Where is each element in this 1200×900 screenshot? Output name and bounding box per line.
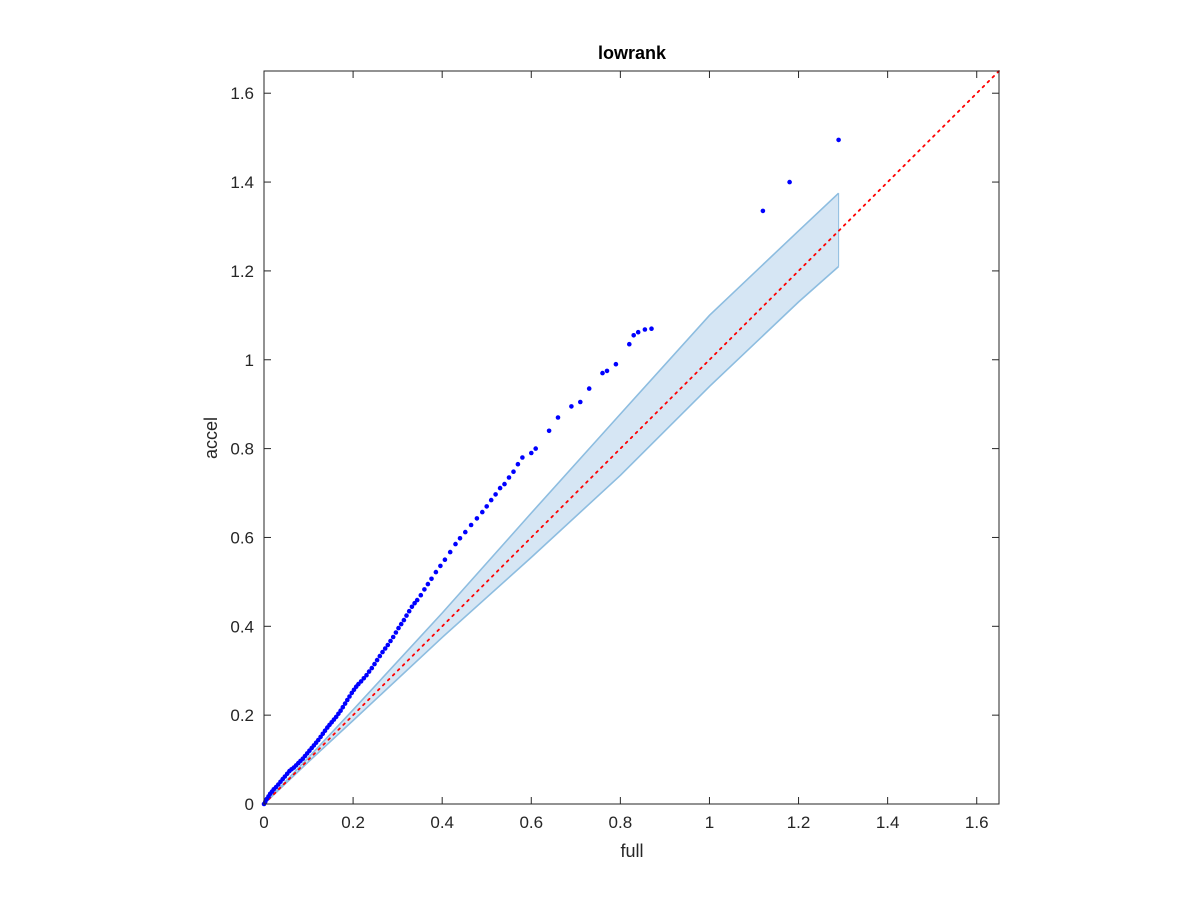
axis-ticks: 0 0.2 0.4 0.6 0.8 1 1.2 1.4 1.6 0 0.2 0.4 0.6 0.8 1 1.2… — [230, 71, 999, 832]
data-point — [369, 665, 375, 671]
x-tick-label: 0.6 — [519, 813, 543, 832]
data-point — [406, 608, 412, 614]
x-tick-label: 0.2 — [341, 813, 365, 832]
reference-line-path — [263, 70, 1000, 805]
data-point — [649, 326, 654, 332]
data-point — [422, 587, 427, 592]
data-point — [555, 415, 561, 420]
data-point — [382, 646, 388, 651]
data-point — [488, 497, 494, 503]
data-point — [480, 509, 485, 515]
data-point — [401, 617, 407, 623]
data-point — [515, 461, 521, 467]
data-point — [433, 569, 439, 575]
data-point — [569, 404, 574, 409]
data-point — [409, 604, 415, 610]
data-point — [342, 701, 348, 706]
data-point — [453, 541, 458, 547]
data-point — [374, 657, 380, 663]
x-tick-label: 1 — [705, 813, 714, 832]
data-point — [506, 475, 512, 480]
y-tick-label: 0.2 — [230, 706, 254, 725]
x-tick-label: 0.4 — [430, 813, 454, 832]
data-point — [393, 630, 399, 635]
y-tick-label: 1.2 — [230, 262, 254, 281]
data-point — [604, 368, 610, 374]
data-point — [533, 446, 538, 451]
data-point — [418, 592, 424, 598]
data-point — [546, 428, 552, 434]
x-tick-label: 0.8 — [609, 813, 633, 832]
data-point — [520, 455, 525, 460]
data-point — [345, 697, 350, 703]
data-point — [474, 516, 480, 521]
data-points — [261, 137, 841, 807]
data-point — [372, 661, 377, 667]
data-point — [396, 625, 401, 631]
data-point — [364, 672, 369, 678]
axes-box — [263, 70, 1000, 805]
data-point — [600, 370, 605, 376]
data-point — [377, 653, 383, 659]
data-point — [586, 386, 592, 391]
y-tick-label: 0.8 — [230, 440, 254, 459]
confidence-band — [263, 192, 840, 805]
data-point — [366, 669, 372, 674]
x-tick-label: 0 — [259, 813, 268, 832]
data-point — [642, 327, 648, 332]
y-tick-label: 1 — [245, 351, 254, 370]
data-point — [627, 341, 632, 347]
x-tick-label: 1.4 — [876, 813, 900, 832]
data-point — [613, 361, 619, 367]
y-tick-label: 1.4 — [230, 173, 254, 192]
data-point — [425, 581, 431, 587]
data-point — [429, 576, 434, 582]
data-point — [340, 704, 346, 710]
data-point — [760, 208, 766, 214]
data-point — [463, 529, 468, 535]
band-lower-edge — [263, 265, 840, 805]
data-point — [578, 399, 583, 405]
reference-line — [263, 70, 1000, 805]
data-point — [502, 481, 507, 487]
x-tick-label: 1.2 — [787, 813, 811, 832]
data-point — [358, 679, 364, 684]
data-point — [497, 485, 503, 491]
y-tick-label: 0 — [245, 795, 254, 814]
data-point — [447, 549, 453, 555]
data-point — [631, 333, 636, 338]
data-point — [412, 600, 417, 606]
data-point — [438, 563, 443, 569]
data-point — [442, 557, 448, 562]
y-tick-label: 1.6 — [230, 84, 254, 103]
chart-title: lowrank — [598, 43, 667, 63]
data-point — [380, 649, 385, 655]
data-point — [457, 536, 463, 541]
data-point — [398, 621, 404, 627]
data-point — [404, 613, 409, 618]
data-point — [511, 469, 516, 475]
y-tick-label: 0.4 — [230, 617, 254, 636]
y-tick-label: 0.6 — [230, 528, 254, 547]
band-upper-edge — [263, 192, 840, 805]
data-point — [484, 504, 490, 509]
data-point — [347, 694, 352, 699]
data-point — [385, 642, 391, 648]
data-point — [493, 492, 498, 497]
data-point — [390, 634, 396, 640]
data-point — [468, 522, 474, 528]
data-point — [414, 597, 420, 603]
y-axis-label: accel — [201, 417, 221, 459]
data-point — [836, 137, 841, 143]
data-point — [787, 179, 792, 185]
data-point — [361, 676, 367, 681]
x-axis-label: full — [620, 841, 643, 861]
data-point — [388, 638, 393, 644]
data-point — [338, 708, 343, 713]
data-point — [529, 450, 534, 456]
x-tick-label: 1.6 — [965, 813, 989, 832]
data-point — [635, 329, 641, 335]
